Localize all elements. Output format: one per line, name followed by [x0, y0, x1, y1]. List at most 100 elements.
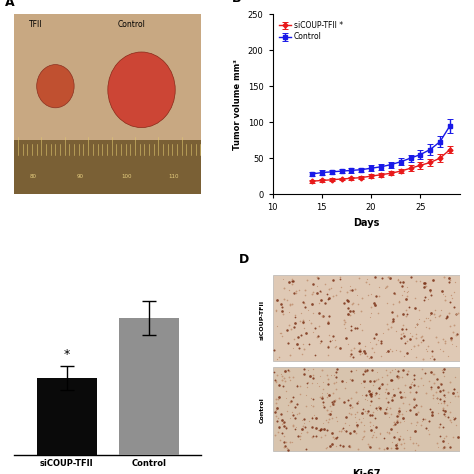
Point: [450, 288, 457, 296]
Point: [278, 303, 286, 311]
Point: [283, 407, 291, 415]
Point: [299, 299, 307, 306]
Point: [428, 347, 436, 355]
Point: [368, 353, 375, 361]
Point: [427, 355, 434, 362]
Point: [383, 444, 391, 451]
Point: [283, 394, 290, 402]
Point: [431, 306, 439, 314]
Point: [332, 442, 340, 449]
Point: [438, 287, 446, 295]
Point: [356, 348, 363, 356]
Point: [279, 429, 286, 437]
Point: [281, 419, 288, 426]
Point: [280, 444, 288, 451]
Point: [383, 381, 391, 388]
Point: [454, 392, 462, 400]
Point: [417, 402, 424, 410]
X-axis label: Days: Days: [353, 218, 379, 228]
Point: [332, 369, 340, 376]
Point: [323, 393, 331, 401]
Point: [393, 312, 401, 320]
Point: [391, 444, 399, 452]
Point: [398, 292, 406, 299]
Point: [319, 378, 327, 385]
Point: [313, 282, 321, 290]
Point: [447, 337, 455, 344]
Point: [381, 410, 389, 417]
Point: [388, 438, 396, 446]
Point: [323, 426, 331, 434]
Point: [368, 388, 375, 396]
Point: [336, 442, 343, 449]
Point: [447, 417, 454, 424]
Point: [420, 283, 428, 291]
Point: [437, 387, 444, 395]
Point: [377, 429, 384, 437]
Point: [375, 384, 383, 392]
Point: [446, 309, 453, 317]
Point: [391, 421, 398, 429]
Point: [324, 381, 332, 388]
Point: [400, 444, 408, 452]
Point: [386, 274, 394, 282]
Point: [310, 374, 317, 382]
Point: [327, 442, 334, 450]
Point: [353, 423, 361, 431]
Point: [451, 385, 458, 393]
Point: [401, 332, 408, 339]
Point: [412, 330, 420, 337]
Point: [372, 423, 380, 430]
Point: [309, 289, 316, 296]
Point: [285, 373, 293, 381]
Point: [407, 380, 415, 388]
Point: [428, 385, 435, 392]
Ellipse shape: [36, 64, 74, 108]
Point: [295, 410, 302, 417]
Point: [350, 344, 358, 351]
Point: [447, 292, 455, 299]
Point: [389, 366, 396, 374]
Point: [383, 366, 390, 374]
Point: [395, 297, 403, 304]
Point: [419, 336, 427, 344]
Point: [427, 383, 435, 391]
Point: [441, 412, 448, 420]
Point: [437, 380, 445, 387]
Point: [383, 406, 390, 413]
Point: [400, 435, 407, 443]
Point: [346, 443, 354, 450]
Point: [361, 343, 369, 350]
Point: [366, 313, 374, 321]
Point: [445, 389, 452, 396]
Point: [420, 280, 428, 287]
Point: [368, 411, 376, 419]
Point: [293, 382, 301, 390]
Point: [400, 310, 407, 318]
Point: [343, 296, 351, 304]
Point: [324, 372, 331, 379]
Point: [284, 446, 292, 454]
Point: [373, 368, 381, 376]
Point: [330, 435, 337, 443]
Point: [401, 393, 408, 401]
Point: [438, 400, 445, 407]
Text: 90: 90: [76, 173, 83, 179]
Point: [361, 367, 368, 375]
Point: [370, 409, 377, 416]
Point: [453, 330, 461, 337]
Point: [346, 421, 353, 429]
Point: [290, 278, 297, 285]
Point: [388, 376, 395, 384]
Point: [346, 375, 354, 383]
Point: [453, 388, 461, 396]
Point: [393, 413, 401, 420]
Point: [366, 422, 374, 430]
Point: [278, 307, 286, 315]
Point: [292, 290, 300, 297]
Point: [383, 428, 391, 436]
Point: [421, 370, 428, 377]
Point: [358, 410, 366, 417]
Point: [412, 353, 419, 361]
Point: [292, 287, 300, 294]
